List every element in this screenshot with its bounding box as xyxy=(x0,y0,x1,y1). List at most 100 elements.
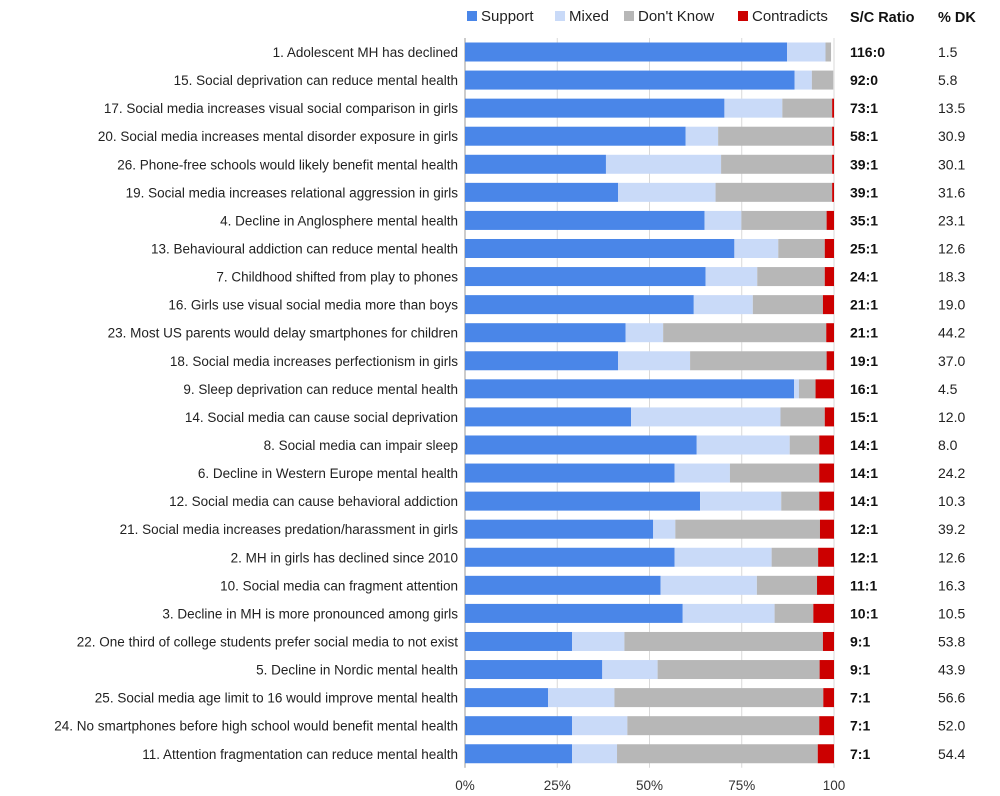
row-label: 1. Adolescent MH has declined xyxy=(273,45,458,60)
bar-row: 24. No smartphones before high school wo… xyxy=(54,716,965,736)
bar-row: 5. Decline in Nordic mental health 9:1 43.… xyxy=(256,660,965,680)
bar-segment-don-t-know xyxy=(729,463,820,483)
row-label: 4. Decline in Anglosphere mental health xyxy=(220,213,458,228)
row-label: 3. Decline in MH is more pronounced amon… xyxy=(162,606,458,621)
ratio-value: 21:1 xyxy=(850,325,878,341)
bar-segment-mixed xyxy=(682,603,775,623)
dk-value: 30.9 xyxy=(938,128,965,144)
bar-segment-mixed xyxy=(605,154,722,174)
bar-row: 13. Behavioural addiction can reduce men… xyxy=(151,238,965,258)
ratio-value: 10:1 xyxy=(850,605,878,621)
bar-segment-don-t-know xyxy=(781,491,820,511)
row-label: 17. Social media increases visual social… xyxy=(104,101,458,116)
bar-segment-contradicts xyxy=(819,716,834,736)
row-label: 20. Social media increases mental disord… xyxy=(98,129,458,144)
bar-segment-support xyxy=(465,744,573,764)
bar-row: 22. One third of college students prefer… xyxy=(77,631,965,651)
dk-value: 10.5 xyxy=(938,605,965,621)
ratio-header: S/C Ratio xyxy=(850,10,915,26)
bar-segment-contradicts xyxy=(817,575,834,595)
bar-segment-contradicts xyxy=(824,407,834,427)
ratio-value: 73:1 xyxy=(850,100,878,116)
bar-row: 25. Social media age limit to 16 would i… xyxy=(95,688,965,708)
ratio-value: 25:1 xyxy=(850,240,878,256)
bar-segment-don-t-know xyxy=(778,238,825,258)
bar-segment-contradicts xyxy=(826,323,834,343)
ratio-value: 58:1 xyxy=(850,128,878,144)
dk-value: 16.3 xyxy=(938,577,965,593)
legend-swatch xyxy=(738,11,748,21)
bar-segment-support xyxy=(465,716,573,736)
ratio-value: 92:0 xyxy=(850,72,878,88)
dk-value: 31.6 xyxy=(938,184,965,200)
ratio-value: 7:1 xyxy=(850,690,870,706)
bar-row: 2. MH in girls has declined since 2010 12… xyxy=(231,547,965,567)
legend-label: Support xyxy=(481,8,534,25)
bar-row: 17. Social media increases visual social… xyxy=(104,98,965,118)
row-label: 14. Social media can cause social depriv… xyxy=(185,410,458,425)
dk-value: 39.2 xyxy=(938,521,965,537)
bar-segment-contradicts xyxy=(832,182,834,202)
bar-row: 1. Adolescent MH has declined 116:0 1.5 xyxy=(273,42,958,62)
bar-segment-mixed xyxy=(724,98,783,118)
bar-segment-don-t-know xyxy=(657,660,820,680)
bar-segment-contradicts xyxy=(822,631,834,651)
bar-segment-support xyxy=(465,267,706,287)
bar-segment-support xyxy=(465,295,694,315)
bar-segment-contradicts xyxy=(815,379,834,399)
bar-row: 26. Phone-free schools would likely bene… xyxy=(117,154,965,174)
bar-segment-mixed xyxy=(625,323,664,343)
dk-value: 44.2 xyxy=(938,325,965,341)
dk-value: 1.5 xyxy=(938,44,958,60)
dk-value: 10.3 xyxy=(938,493,965,509)
ratio-value: 21:1 xyxy=(850,297,878,313)
bar-segment-support xyxy=(465,98,725,118)
row-label: 22. One third of college students prefer… xyxy=(77,634,458,649)
bar-segment-contradicts xyxy=(822,295,834,315)
bar-segment-support xyxy=(465,435,697,455)
legend: Support Mixed Don't Know Contradicts xyxy=(467,8,828,25)
bar-segment-support xyxy=(465,491,701,511)
bar-row: 20. Social media increases mental disord… xyxy=(98,126,965,146)
bar-segment-contradicts xyxy=(819,519,834,539)
bar-segment-support xyxy=(465,688,549,708)
bar-row: 15. Social deprivation can reduce mental… xyxy=(174,70,958,90)
dk-value: 24.2 xyxy=(938,465,965,481)
dk-value: 19.0 xyxy=(938,297,965,313)
ratio-value: 9:1 xyxy=(850,633,870,649)
bar-segment-mixed xyxy=(696,435,790,455)
bar-row: 18. Social media increases perfectionism… xyxy=(170,351,965,371)
bar-segment-contradicts xyxy=(813,603,834,623)
ratio-value: 12:1 xyxy=(850,521,878,537)
bar-segment-don-t-know xyxy=(675,519,820,539)
row-label: 5. Decline in Nordic mental health xyxy=(256,663,458,678)
bar-segment-contradicts xyxy=(826,210,834,230)
row-label: 10. Social media can fragment attention xyxy=(220,578,458,593)
row-label: 18. Social media increases perfectionism… xyxy=(170,354,458,369)
row-label: 9. Sleep deprivation can reduce mental h… xyxy=(183,382,458,397)
bar-segment-contradicts xyxy=(819,660,834,680)
bar-rows: 1. Adolescent MH has declined 116:0 1.5 15.… xyxy=(54,42,965,764)
bar-segment-mixed xyxy=(700,491,782,511)
bar-row: 11. Attention fragmentation can reduce m… xyxy=(142,744,965,764)
bar-row: 19. Social media increases relational ag… xyxy=(126,182,965,202)
dk-value: 43.9 xyxy=(938,662,965,678)
bar-segment-don-t-know xyxy=(780,407,825,427)
legend-label: Mixed xyxy=(569,8,609,25)
bar-segment-mixed xyxy=(572,631,625,651)
dk-value: 5.8 xyxy=(938,72,958,88)
ratio-value: 39:1 xyxy=(850,156,878,172)
bar-segment-don-t-know xyxy=(718,126,833,146)
ratio-value: 116:0 xyxy=(850,44,885,60)
x-tick-label: 50% xyxy=(636,778,663,793)
bar-segment-don-t-know xyxy=(741,210,827,230)
bar-segment-contradicts xyxy=(818,547,834,567)
bar-row: 10. Social media can fragment attention 1… xyxy=(220,575,965,595)
x-tick-label: 100 xyxy=(823,778,846,793)
bar-segment-mixed xyxy=(674,547,772,567)
ratio-value: 24:1 xyxy=(850,269,878,285)
x-axis: 0% 25% 50% 75% 100 xyxy=(455,778,845,793)
bar-row: 6. Decline in Western Europe mental heal… xyxy=(198,463,965,483)
bar-segment-support xyxy=(465,351,619,371)
